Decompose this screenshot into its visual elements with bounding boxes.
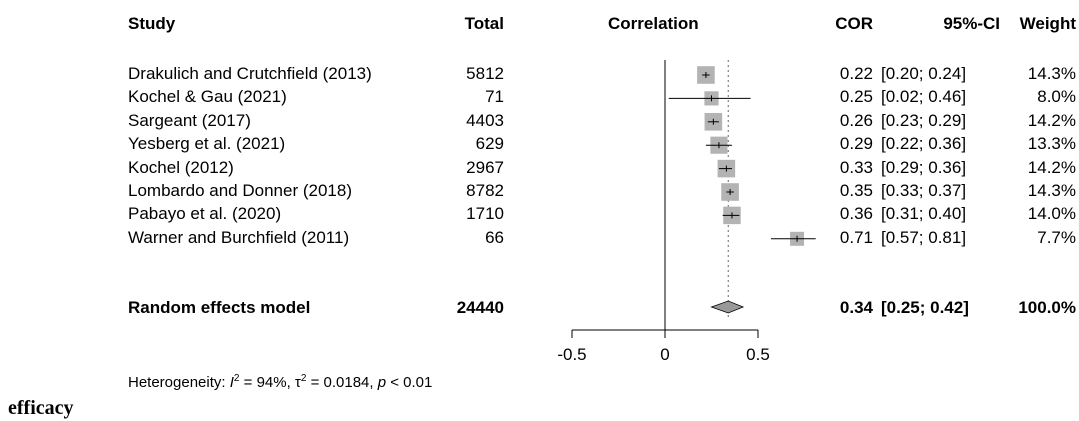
row-ci: [0.02; 0.46]: [881, 87, 967, 107]
p-symbol: p: [377, 374, 387, 391]
row-total: 629: [475, 134, 504, 154]
row-cor: 0.25: [839, 87, 873, 107]
x-tick-label: -0.5: [557, 345, 586, 364]
header-correlation: Correlation: [608, 14, 699, 33]
row-cor: 0.33: [839, 157, 873, 177]
row-weight: 14.0%: [1027, 204, 1076, 224]
summary-total: 24440: [456, 298, 504, 317]
header-weight: Weight: [1019, 14, 1076, 33]
x-tick-label: 0.5: [746, 345, 770, 364]
i2-value: = 94%,: [239, 374, 295, 391]
row-ci: [0.22; 0.36]: [881, 134, 967, 154]
row-study: Kochel & Gau (2021): [128, 87, 287, 107]
x-tick-label: 0: [660, 345, 669, 364]
caption: efficacy: [8, 397, 74, 419]
row-cor: 0.29: [839, 134, 873, 154]
row-study: Kochel (2012): [128, 157, 234, 177]
row-total: 71: [485, 87, 504, 107]
row-weight: 14.3%: [1027, 181, 1076, 200]
header-cor: COR: [835, 14, 873, 33]
row-total: 1710: [466, 204, 504, 224]
summary-weight: 100.0%: [1018, 298, 1076, 317]
row-weight: 14.3%: [1027, 64, 1076, 83]
summary-ci: [0.25; 0.42]: [881, 298, 969, 317]
row-total: 5812: [466, 64, 504, 83]
row-total: 4403: [466, 110, 504, 130]
row-weight: 14.2%: [1027, 110, 1076, 130]
row-total: 66: [485, 227, 504, 247]
row-cor: 0.22: [839, 64, 873, 83]
i2-symbol: I: [229, 374, 234, 391]
row-ci: [0.33; 0.37]: [881, 181, 967, 200]
row-ci: [0.20; 0.24]: [881, 64, 967, 83]
row-ci: [0.23; 0.29]: [881, 110, 967, 130]
heterogeneity-text: Heterogeneity: I2 = 94%, τ2 = 0.0184, p …: [128, 373, 432, 391]
row-ci: [0.31; 0.40]: [881, 204, 967, 224]
row-cor: 0.71: [839, 227, 873, 247]
row-study: Sargeant (2017): [128, 110, 251, 130]
row-study: Yesberg et al. (2021): [128, 134, 286, 154]
row-ci: [0.57; 0.81]: [881, 227, 967, 247]
summary-cor: 0.34: [839, 298, 873, 317]
row-weight: 7.7%: [1037, 227, 1076, 247]
row-weight: 8.0%: [1037, 87, 1076, 107]
summary-diamond: [710, 300, 745, 314]
row-cor: 0.26: [839, 110, 873, 130]
tau2-sup: 2: [300, 373, 307, 384]
row-study: Pabayo et al. (2020): [128, 204, 282, 224]
row-cor: 0.35: [839, 181, 873, 200]
p-value: < 0.01: [386, 374, 433, 391]
row-weight: 14.2%: [1027, 157, 1076, 177]
tau2-value: = 0.0184,: [306, 374, 378, 391]
row-study: Lombardo and Donner (2018): [128, 181, 352, 200]
header-study: Study: [128, 14, 176, 33]
row-total: 8782: [466, 181, 504, 200]
row-study: Drakulich and Crutchfield (2013): [128, 64, 372, 83]
row-study: Warner and Burchfield (2011): [128, 227, 350, 247]
row-weight: 13.3%: [1027, 134, 1076, 154]
row-total: 2967: [466, 157, 504, 177]
tau2-symbol: τ: [294, 374, 301, 391]
row-cor: 0.36: [839, 204, 873, 224]
row-ci: [0.29; 0.36]: [881, 157, 967, 177]
header-total: Total: [464, 14, 504, 33]
header-ci: 95%-CI: [943, 14, 1000, 33]
summary-study: Random effects model: [128, 298, 311, 317]
heterogeneity-prefix: Heterogeneity:: [128, 374, 230, 391]
i2-sup: 2: [233, 373, 240, 384]
